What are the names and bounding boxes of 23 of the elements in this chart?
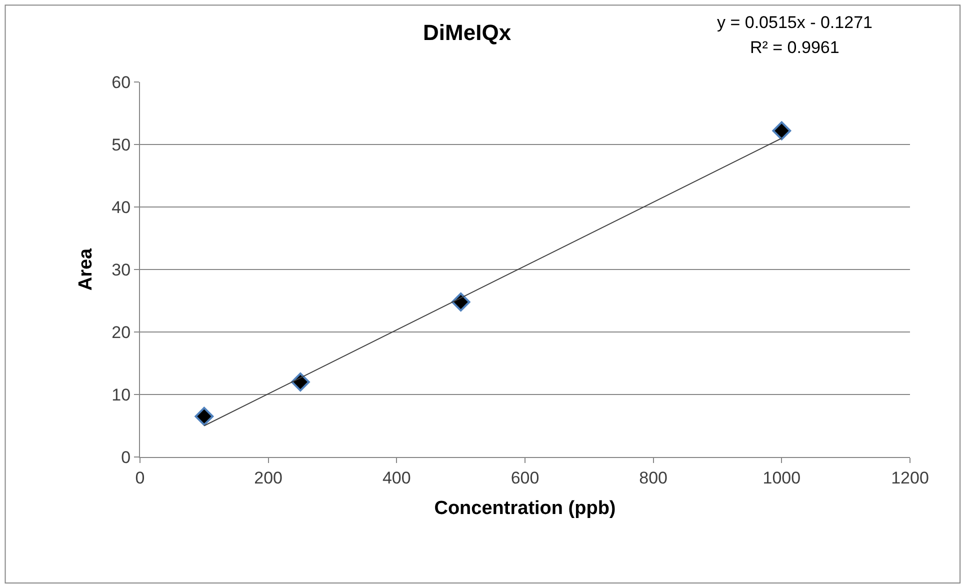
x-tick-label: 800 — [639, 468, 668, 488]
x-tick-label: 0 — [135, 468, 145, 488]
x-tick-label: 1000 — [762, 468, 801, 488]
y-tick-label: 60 — [112, 72, 131, 92]
point — [194, 406, 214, 426]
y-axis-title: Area — [76, 248, 97, 291]
y-tick-label: 50 — [112, 135, 131, 154]
y-tick-label: 30 — [112, 260, 131, 280]
chart-title: DiMeIQx — [423, 20, 512, 46]
x-tick-label: 200 — [254, 468, 283, 488]
point — [772, 121, 792, 140]
y-tick-label: 0 — [121, 448, 131, 467]
x-tick-label: 400 — [382, 468, 411, 488]
text: y = 0.0515x - 0.1271 — [717, 13, 872, 32]
text: R² = 0.9961 — [750, 38, 840, 57]
point — [290, 372, 310, 392]
y-tick-label: 40 — [112, 198, 131, 217]
x-tick-label: 1200 — [891, 468, 929, 488]
y-tick-label: 20 — [112, 322, 131, 342]
x-tick-label: 600 — [510, 468, 540, 488]
point — [451, 292, 470, 312]
y-tick-label: 10 — [112, 385, 131, 404]
x-axis-title: Concentration (ppb) — [434, 498, 616, 520]
